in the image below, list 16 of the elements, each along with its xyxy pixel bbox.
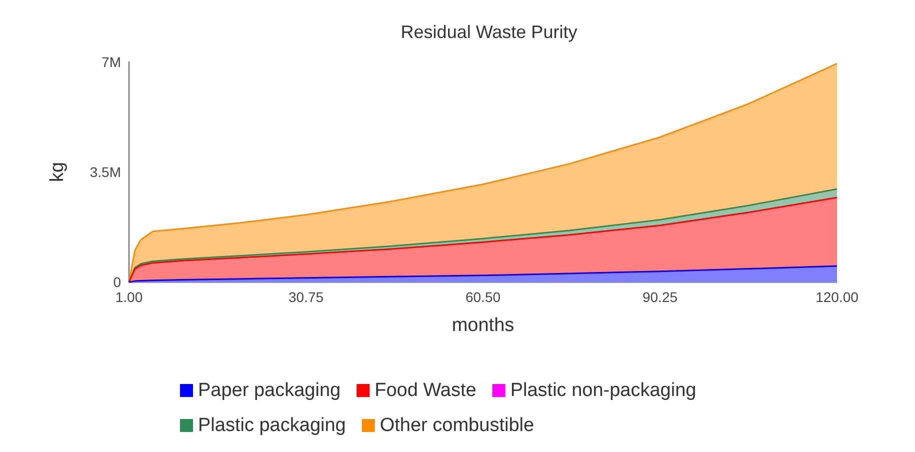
x-tick-label: 60.50 [465,289,501,305]
chart-title: Residual Waste Purity [400,22,578,42]
x-tick-label: 120.00 [816,289,859,305]
legend-label: Food Waste [374,380,476,401]
legend-label: Plastic packaging [198,415,346,436]
y-axis-title: kg [47,162,68,182]
y-tick-label: 3.5M [90,164,121,180]
x-tick-label: 1.00 [115,289,143,305]
x-tick-label: 30.75 [288,289,324,305]
y-tick-label: 7M [102,54,121,70]
x-axis-title: months [452,315,514,336]
legend-label: Other combustible [380,415,534,436]
legend-label: Plastic non-packaging [510,380,696,401]
legend-label: Paper packaging [198,380,341,401]
x-tick-label: 90.25 [642,289,678,305]
y-tick-label: 0 [113,274,122,290]
